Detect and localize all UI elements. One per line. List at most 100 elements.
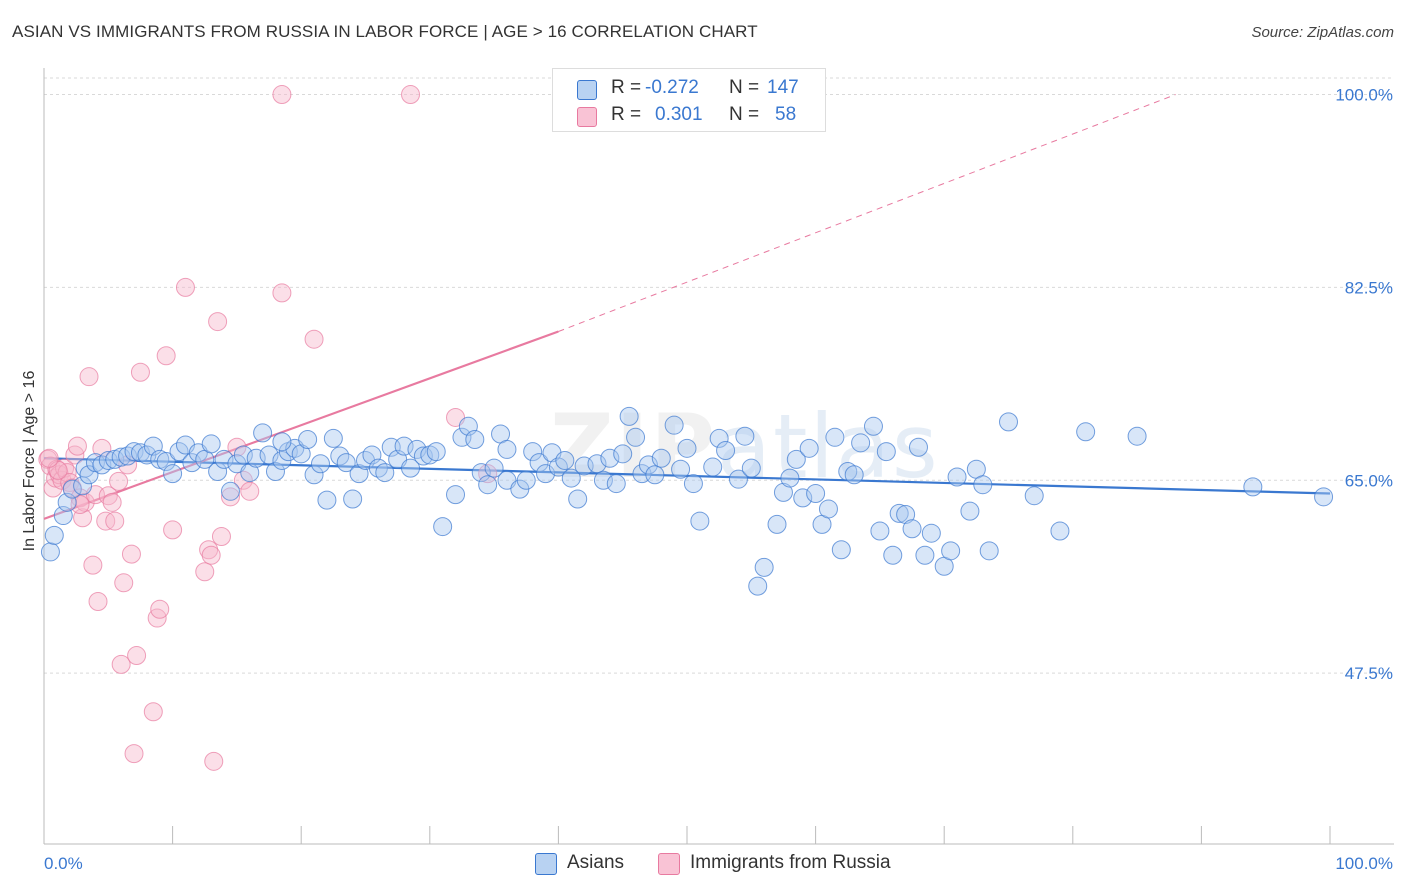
point-asians [716,441,736,461]
point-asians [182,453,202,473]
asians-swatch [577,80,597,100]
legend-asians-label: Asians [567,852,625,873]
trend-line-russia-extended [558,94,1176,332]
point-russia [195,562,215,582]
axes [43,68,1394,845]
point-asians [735,426,755,446]
point-asians [921,523,941,543]
point-asians [336,453,356,473]
point-russia [130,362,150,382]
asians-r-value: -0.272 [645,77,699,98]
point-asians [960,501,980,521]
point-asians [1243,477,1263,497]
point-russia [127,646,147,666]
point-russia [88,592,108,612]
point-asians [568,489,588,509]
point-russia [208,312,228,332]
point-asians [863,416,883,436]
russia-swatch [577,107,597,127]
point-asians [156,452,176,472]
russia-n-value: 58 [775,104,797,125]
point-asians [478,475,498,495]
point-asians [298,430,318,450]
asians-n-label: N = [729,77,760,98]
point-asians [851,433,871,453]
point-asians [754,557,774,577]
point-russia [92,438,112,458]
point-asians [709,428,729,448]
point-asians [677,438,697,458]
point-asians [1127,426,1147,446]
point-asians [587,454,607,474]
point-russia [211,526,231,546]
point-russia [150,599,170,619]
point-asians [497,439,517,459]
point-russia [240,481,260,501]
gridlines [44,77,1394,674]
point-asians [259,445,279,465]
point-asians [883,545,903,565]
point-russia [304,329,324,349]
point-asians [671,459,691,479]
point-asians [111,447,131,467]
point-asians [947,467,967,487]
point-russia [111,654,131,674]
point-asians [902,519,922,539]
point-asians [240,463,260,483]
point-asians [246,448,266,468]
point-asians [484,458,504,478]
asians-n-value: 147 [767,77,799,98]
point-russia [83,555,103,575]
tick-labels: 47.5% 65.0% 82.5% 100.0% 0.0% 100.0% In Labor … [21,86,1393,873]
point-asians [208,461,228,481]
y-tick-label: 65.0% [1345,471,1393,490]
point-asians [1076,422,1096,442]
point-asians [323,428,343,448]
point-asians [516,470,536,490]
stats-row-russia: R = 0.301 N = 58 [553,100,825,128]
point-asians [529,453,549,473]
stats-box: R = -0.272 N = 147 R = 0.301 N = 58 [552,68,826,132]
point-asians [973,475,993,495]
point-asians [44,525,64,545]
point-russia [124,744,144,764]
russia-n-label: N = [729,104,760,125]
point-asians [555,450,575,470]
point-asians [941,541,961,561]
point-russia [143,702,163,722]
point-asians [690,511,710,531]
point-russia [121,544,141,564]
point-asians [124,442,144,462]
y-axis-title: In Labor Force | Age > 16 [21,371,38,552]
point-asians [793,488,813,508]
point-russia [272,283,292,303]
point-asians [343,489,363,509]
point-asians [272,432,292,452]
chart-title: ASIAN VS IMMIGRANTS FROM RUSSIA IN LABOR… [12,22,758,41]
point-russia [109,471,129,491]
point-asians [767,514,787,534]
point-russia [67,436,87,456]
point-asians [780,468,800,488]
point-russia [227,437,247,457]
point-asians [98,450,118,470]
point-russia [201,545,221,565]
point-asians [401,458,421,478]
point-asians [523,442,543,462]
point-asians [465,430,485,450]
point-asians [433,517,453,537]
point-asians [471,463,491,483]
point-asians [683,474,703,494]
trend-line-russia [43,330,559,520]
point-russia [79,367,99,387]
point-russia [401,85,421,105]
point-asians [253,423,273,443]
point-asians [394,436,414,456]
point-asians [233,445,253,465]
point-asians [375,463,395,483]
x-tick-label: 100.0% [1335,854,1393,873]
point-asians [79,465,99,485]
point-asians [426,442,446,462]
point-asians [703,457,723,477]
point-asians [593,470,613,490]
